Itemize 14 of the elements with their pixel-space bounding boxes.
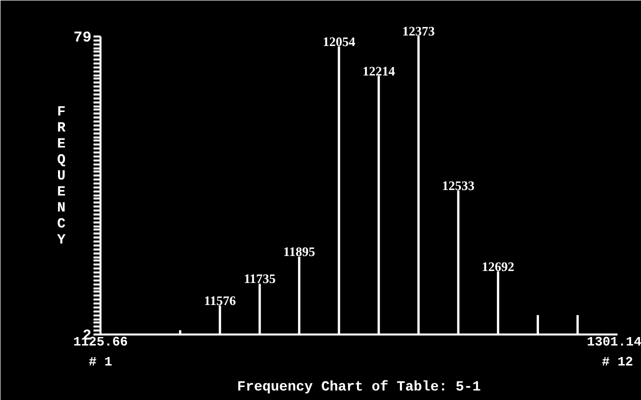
annotation: 12054 xyxy=(322,34,356,49)
annotation: 12692 xyxy=(482,258,514,274)
annotation: 12214 xyxy=(362,63,396,78)
annotation: 12533 xyxy=(442,178,476,193)
text: Frequency Chart of Table: 5-1 xyxy=(237,380,481,396)
text: # 12 xyxy=(602,354,634,370)
text: FREQUENCY xyxy=(57,104,66,248)
y-tick-label: 79 xyxy=(73,29,92,46)
x-tick-label: 1301.14 xyxy=(586,334,641,350)
annotation: 11735 xyxy=(244,271,276,286)
text: # 1 xyxy=(88,354,112,370)
annotation: 12373 xyxy=(402,23,436,38)
annotation: 11895 xyxy=(283,244,316,260)
annotation: 11576 xyxy=(204,292,236,308)
